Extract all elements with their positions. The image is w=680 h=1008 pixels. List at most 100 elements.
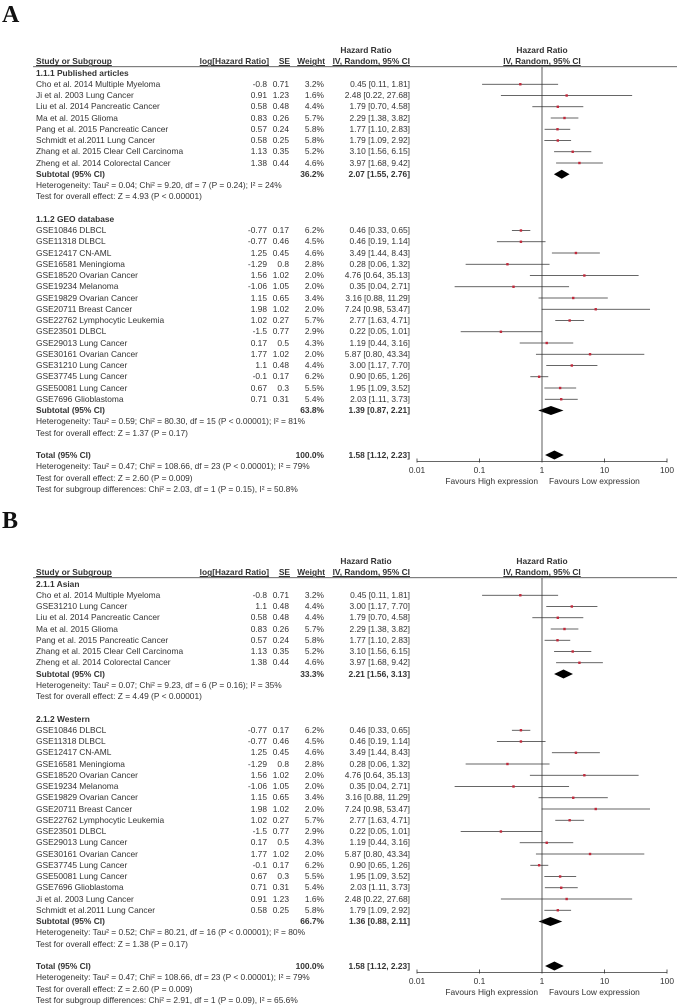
loghr-value: -0.8 xyxy=(252,589,267,600)
se-value: 0.25 xyxy=(272,135,289,145)
hr-ci-value: 0.22 [0.05, 1.01] xyxy=(349,326,410,337)
weight-value: 4.5% xyxy=(304,736,324,746)
study-name: Ma et al. 2015 Glioma xyxy=(36,112,118,123)
favours-right-label: Favours Low expression xyxy=(549,986,640,997)
weight-value: 2.8% xyxy=(304,758,324,769)
study-name: GSE7696 Glioblastoma xyxy=(36,393,124,404)
loghr-value: 1.13 xyxy=(250,646,267,656)
x-tick-label: 100 xyxy=(660,975,674,986)
hr-ci-value: 3.10 [1.56, 6.15] xyxy=(349,646,410,656)
loghr-value: 0.83 xyxy=(250,112,267,123)
point-estimate xyxy=(556,128,559,131)
loghr-value: 1.98 xyxy=(250,803,267,814)
weight-value: 6.2% xyxy=(304,371,324,382)
point-estimate xyxy=(537,375,541,378)
loghr-value: 0.58 xyxy=(250,135,267,145)
hr-ci-value: 3.49 [1.44, 8.43] xyxy=(349,247,410,258)
study-name: GSE18520 Ovarian Cancer xyxy=(36,270,138,280)
hr-ci-value: 0.90 [0.65, 1.26] xyxy=(349,859,410,870)
study-name: GSE20711 Breast Cancer xyxy=(36,803,133,814)
weight-value: 4.5% xyxy=(304,236,324,247)
weight-value: 2.0% xyxy=(304,803,324,814)
hr-ci-value: 1.79 [1.09, 2.92] xyxy=(349,904,410,915)
se-value: 0.3 xyxy=(277,871,289,881)
hr-ci-value: 0.35 [0.04, 2.71] xyxy=(349,781,410,791)
hr-ci-value: 3.00 [1.17, 7.70] xyxy=(349,601,410,611)
subtotal-weight: 63.8% xyxy=(300,405,324,415)
se-value: 0.65 xyxy=(272,292,289,303)
loghr-value: -0.77 xyxy=(247,225,267,235)
point-estimate xyxy=(560,886,563,889)
weight-value: 5.8% xyxy=(304,135,324,145)
se-value: 0.17 xyxy=(272,225,289,235)
subtotal-label: Subtotal (95% CI) xyxy=(36,405,105,415)
study-name: GSE18520 Ovarian Cancer xyxy=(36,769,138,780)
weight-value: 2.9% xyxy=(304,826,324,836)
subtotal-label: Subtotal (95% CI) xyxy=(36,668,105,679)
overall-effect-text: Test for overall effect: Z = 1.37 (P = 0… xyxy=(36,427,188,438)
point-estimate xyxy=(556,139,560,142)
point-estimate xyxy=(519,594,522,597)
weight-value: 4.3% xyxy=(304,837,324,848)
study-name: Pang et al. 2015 Pancreatic Cancer xyxy=(36,634,169,645)
point-estimate xyxy=(556,639,559,642)
subtotal-ci: 1.39 [0.87, 2.21] xyxy=(348,405,410,415)
study-name: Zheng et al. 2014 Colorectal Cancer xyxy=(36,657,171,668)
hr-ci-column-header: IV, Random, 95% CI xyxy=(332,567,410,578)
x-tick-label: 100 xyxy=(660,464,674,475)
subgroup-differences-text: Test for subgroup differences: Chi² = 2.… xyxy=(36,483,298,494)
subtotal-diamond xyxy=(538,917,563,926)
total-weight: 100.0% xyxy=(295,450,324,460)
hr-ci-value: 1.79 [0.70, 4.58] xyxy=(349,101,410,112)
x-tick-label: 0.01 xyxy=(408,975,426,986)
point-estimate xyxy=(565,94,568,97)
study-name: GSE22762 Lymphocytic Leukemia xyxy=(36,814,165,825)
loghr-value: 1.25 xyxy=(250,247,267,258)
x-tick-label: 10 xyxy=(599,975,610,986)
se-value: 0.44 xyxy=(272,657,289,668)
panel-label: B xyxy=(2,508,19,534)
study-name: GSE7696 Glioblastoma xyxy=(36,882,124,893)
point-estimate xyxy=(565,897,568,901)
total-diamond xyxy=(545,961,564,971)
point-estimate xyxy=(556,616,560,619)
hr-ci-value: 1.19 [0.44, 3.16] xyxy=(349,837,410,848)
loghr-column-header: log[Hazard Ratio] xyxy=(199,56,269,67)
overall-effect-text: Test for overall effect: Z = 4.93 (P < 0… xyxy=(36,191,202,202)
se-value: 0.35 xyxy=(272,646,289,656)
weight-value: 1.6% xyxy=(304,90,324,100)
study-name: GSE22762 Lymphocytic Leukemia xyxy=(36,315,165,325)
total-heterogeneity-text: Heterogeneity: Tau² = 0.47; Chi² = 108.6… xyxy=(36,461,310,472)
point-estimate xyxy=(572,796,575,799)
total-overall-effect-text: Test for overall effect: Z = 2.60 (P = 0… xyxy=(36,983,193,994)
study-name: GSE19234 Melanoma xyxy=(36,281,119,292)
loghr-value: -0.77 xyxy=(247,236,267,247)
weight-column-header: Weight xyxy=(297,567,325,578)
hr-ci-value: 3.16 [0.88, 11.29] xyxy=(345,792,410,803)
x-tick-label: 0.01 xyxy=(408,464,426,475)
loghr-value: 0.91 xyxy=(250,893,267,904)
point-estimate xyxy=(519,83,522,86)
weight-value: 4.6% xyxy=(304,657,324,668)
loghr-value: -0.77 xyxy=(247,736,267,746)
se-value: 1.23 xyxy=(272,893,289,904)
se-value: 1.02 xyxy=(272,270,289,280)
study-name: Pang et al. 2015 Pancreatic Cancer xyxy=(36,123,169,134)
hr-ci-value: 1.95 [1.09, 3.52] xyxy=(349,871,410,881)
se-column-header: SE xyxy=(278,56,290,67)
plot-subheader: IV, Random, 95% CI xyxy=(503,56,581,67)
weight-value: 5.8% xyxy=(304,904,324,915)
study-name: GSE12417 CN-AML xyxy=(36,747,112,758)
x-tick-label: 1 xyxy=(539,975,545,986)
hr-ci-value: 0.46 [0.19, 1.14] xyxy=(349,236,410,247)
study-name: Cho et al. 2014 Multiple Myeloma xyxy=(36,589,161,600)
hr-ci-value: 2.48 [0.22, 27.68] xyxy=(344,893,410,904)
total-overall-effect-text: Test for overall effect: Z = 2.60 (P = 0… xyxy=(36,472,193,483)
hr-ci-value: 7.24 [0.98, 53.47] xyxy=(344,303,410,314)
point-estimate xyxy=(563,116,566,120)
x-tick-label: 0.1 xyxy=(473,975,486,986)
se-value: 0.27 xyxy=(272,315,289,325)
se-value: 0.48 xyxy=(272,360,289,370)
weight-value: 4.6% xyxy=(304,247,324,258)
